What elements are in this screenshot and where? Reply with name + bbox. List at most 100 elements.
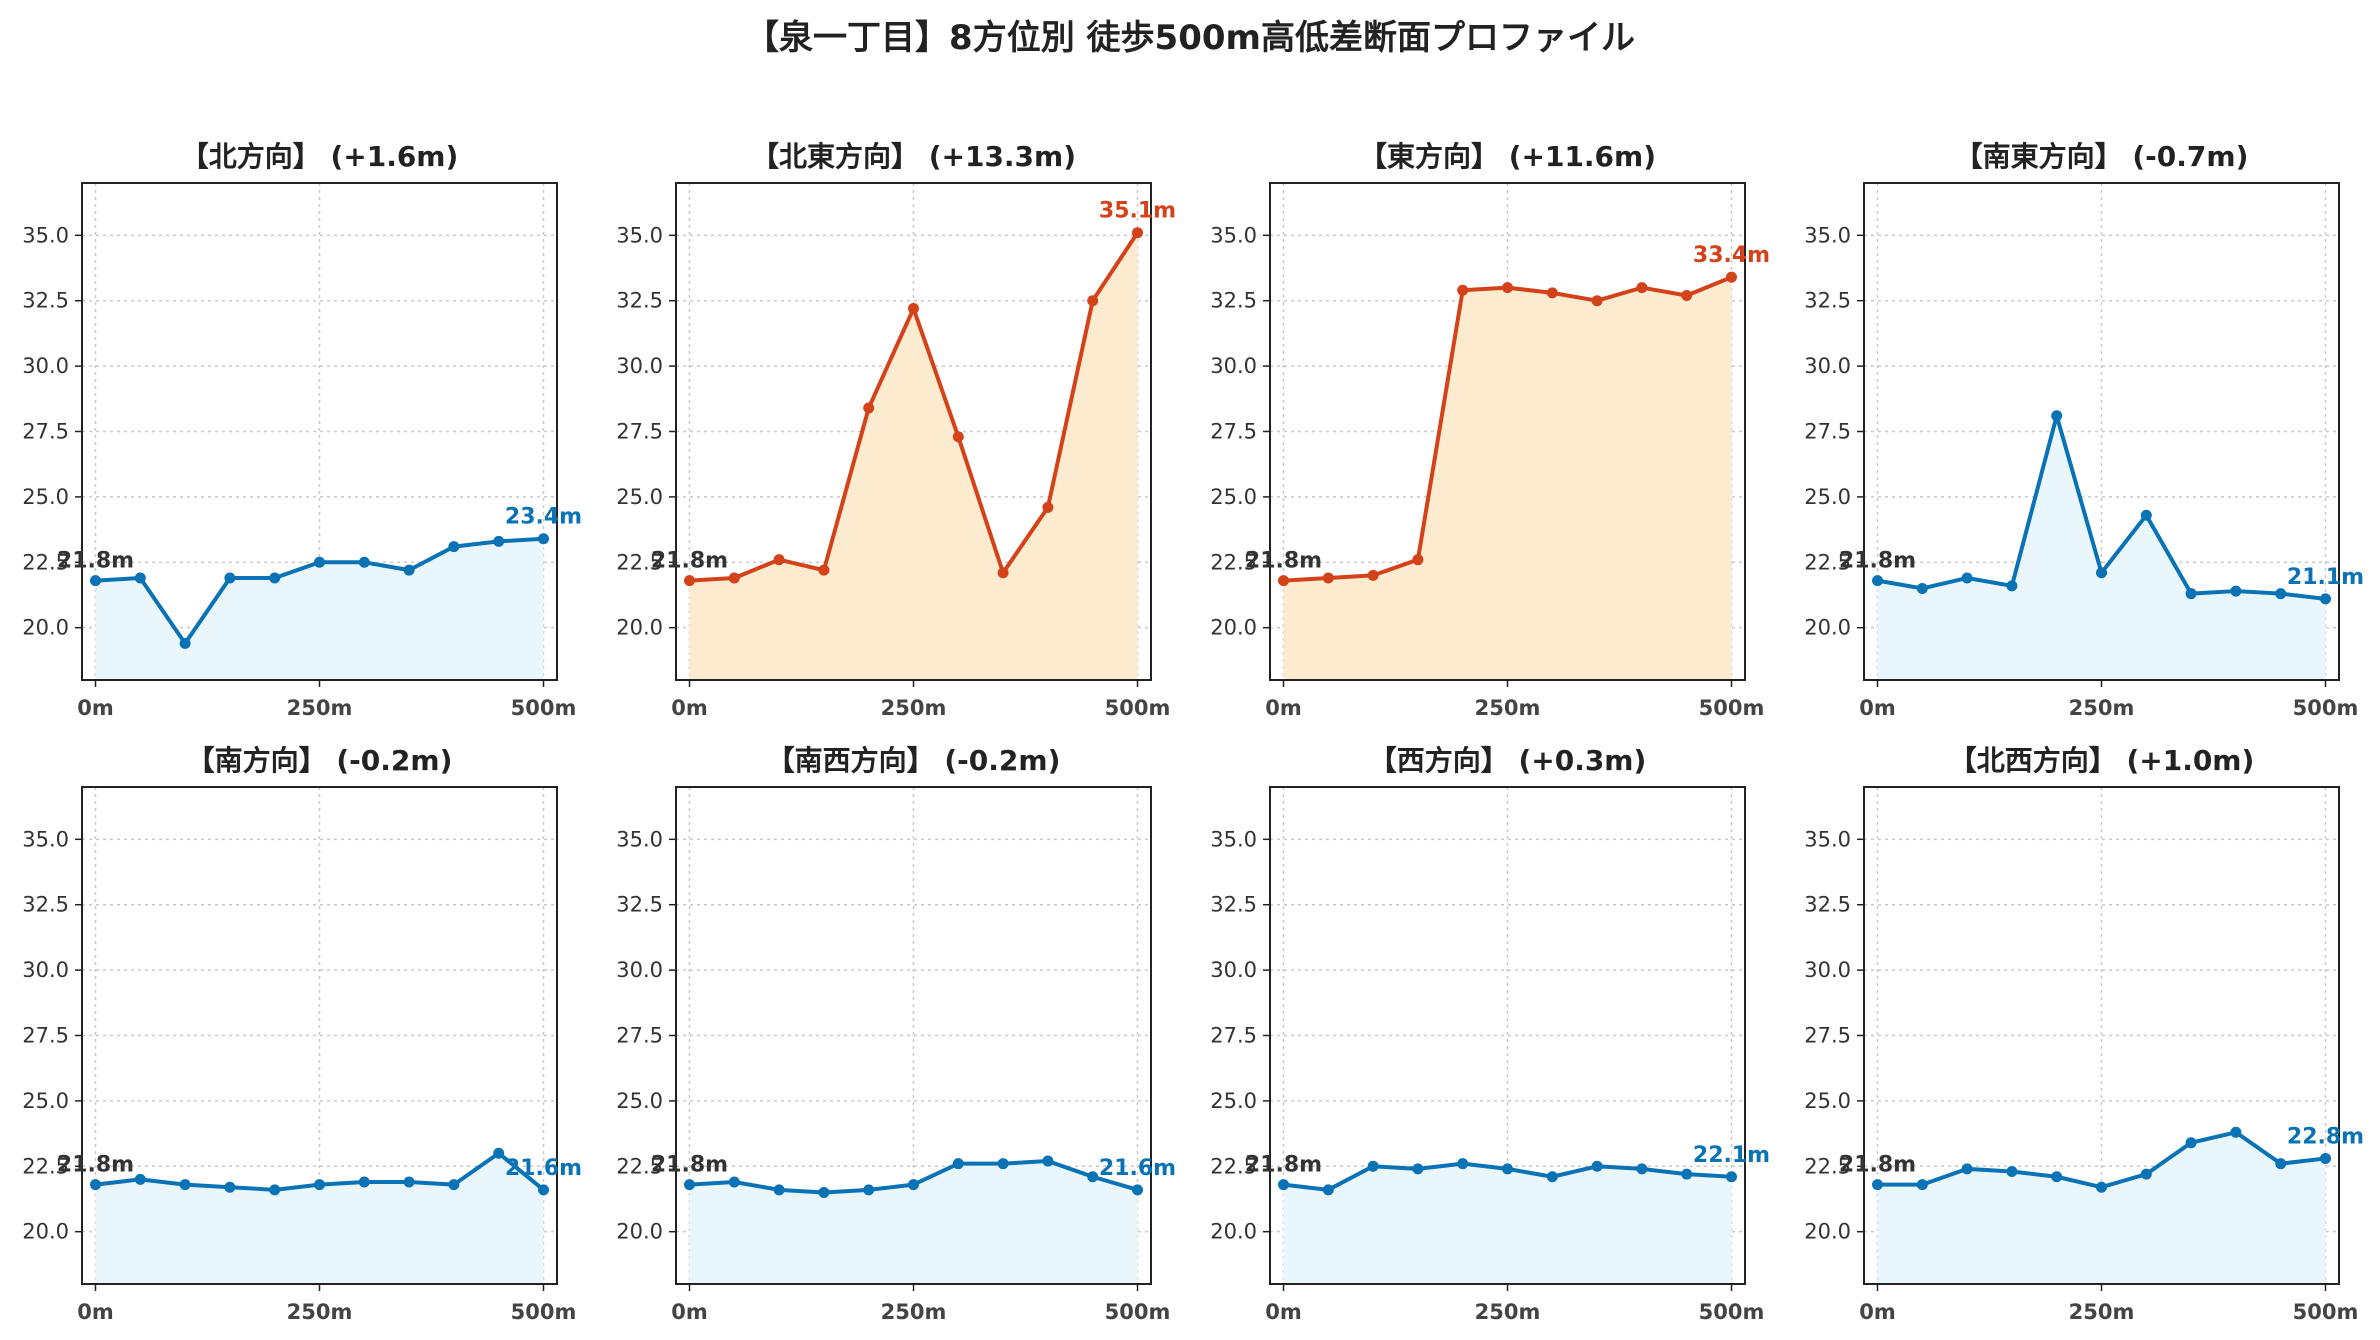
data-point [1502,1163,1513,1175]
xtick-label: 0m [671,696,708,720]
data-point [1042,501,1054,513]
panel-3: 20.0 22.5 25.0 27.5 30.0 32.5 35.0 0m 250m 500m 【南… [1804,140,2364,720]
panel-title: 【北方向】 (+1.6m) [181,140,459,173]
ytick-label: 22.5 [616,1154,663,1178]
xtick-label: 0m [77,696,114,720]
panel-7: 20.0 22.5 25.0 27.5 30.0 32.5 35.0 0m 250m 500m 【北… [1804,744,2364,1324]
data-point [1546,287,1558,299]
ytick-label: 22.5 [22,1154,69,1178]
data-point [1916,1179,1928,1191]
ytick-label: 25.0 [616,485,663,509]
ytick-label: 35.0 [1210,827,1257,851]
end-value-label: 23.4m [505,505,582,530]
data-point [1367,569,1379,581]
data-point [2096,1181,2107,1193]
data-point [1412,1163,1424,1175]
data-point [2185,1137,2197,1149]
xtick-label: 0m [1859,1300,1896,1324]
ytick-label: 25.0 [1210,485,1257,509]
data-point [2320,593,2331,605]
data-point [1367,1160,1379,1172]
panel-title: 【北西方向】 (+1.0m) [1949,744,2255,777]
xtick-label: 250m [287,696,353,720]
data-point [1278,575,1289,587]
ytick-label: 25.0 [22,485,69,509]
profile-area [1877,1132,2326,1284]
xtick-label: 0m [1859,696,1896,720]
ytick-label: 25.0 [22,1089,69,1113]
data-point [448,1179,460,1191]
data-point [1412,554,1424,566]
panel-5: 20.0 22.5 25.0 27.5 30.0 32.5 35.0 0m 250m 500m 【南… [616,744,1176,1324]
data-point [1636,1163,1648,1175]
end-value-label: 22.1m [1693,1143,1770,1168]
end-value-label: 21.1m [2287,565,2364,590]
xtick-label: 250m [1475,1300,1541,1324]
panel-2: 20.0 22.5 25.0 27.5 30.0 32.5 35.0 0m 250m 500m 【東… [1210,140,1770,720]
data-point [1132,1184,1143,1196]
end-value-label: 35.1m [1099,199,1176,224]
data-point [684,1179,695,1191]
data-point [269,1184,281,1196]
ytick-label: 27.5 [616,1024,663,1048]
data-point [1591,1160,1603,1172]
data-point [728,572,740,584]
xtick-label: 500m [1699,696,1765,720]
ytick-label: 22.5 [1804,1154,1851,1178]
ytick-label: 35.0 [22,223,69,247]
data-point [2140,1168,2152,1180]
data-point [2275,1158,2287,1170]
panel-4: 20.0 22.5 25.0 27.5 30.0 32.5 35.0 0m 250m 500m 【南… [22,744,582,1324]
ytick-label: 22.5 [1804,550,1851,574]
data-point [952,431,964,443]
end-value-label: 22.8m [2287,1124,2364,1149]
ytick-label: 20.0 [22,1220,69,1244]
ytick-label: 35.0 [22,827,69,851]
ytick-label: 22.5 [22,550,69,574]
ytick-label: 30.0 [616,958,663,982]
xtick-label: 500m [511,1300,577,1324]
ytick-label: 20.0 [1804,1220,1851,1244]
ytick-label: 30.0 [1804,958,1851,982]
ytick-label: 20.0 [22,616,69,640]
data-point [1726,271,1737,283]
data-point [997,567,1009,579]
data-point [2051,410,2063,422]
ytick-label: 30.0 [1804,354,1851,378]
ytick-label: 35.0 [1210,223,1257,247]
ytick-label: 32.5 [616,289,663,313]
data-point [1042,1155,1054,1167]
end-value-label: 33.4m [1693,243,1770,268]
data-point [1087,1171,1099,1183]
data-point [1087,295,1099,307]
start-value-label: 21.8m [57,1153,134,1178]
panel-title: 【南東方向】 (-0.7m) [1955,140,2249,173]
data-point [448,541,460,553]
ytick-label: 25.0 [1804,485,1851,509]
data-point [908,303,919,315]
ytick-label: 20.0 [1804,616,1851,640]
data-point [1322,572,1334,584]
data-point [997,1158,1009,1170]
ytick-label: 35.0 [616,223,663,247]
ytick-label: 20.0 [1210,1220,1257,1244]
ytick-label: 22.5 [1210,550,1257,574]
data-point [1322,1184,1334,1196]
data-point [2051,1171,2063,1183]
data-point [863,1184,875,1196]
ytick-label: 32.5 [1210,289,1257,313]
ytick-label: 20.0 [616,1220,663,1244]
data-point [134,572,146,584]
data-point [728,1176,740,1188]
xtick-label: 0m [1265,696,1302,720]
data-point [2230,1126,2242,1138]
xtick-label: 250m [2069,696,2135,720]
data-point [134,1173,146,1185]
ytick-label: 32.5 [22,289,69,313]
ytick-label: 35.0 [616,827,663,851]
panel-title: 【南方向】 (-0.2m) [187,744,453,777]
data-point [773,554,785,566]
data-point [224,572,236,584]
ytick-label: 30.0 [22,354,69,378]
